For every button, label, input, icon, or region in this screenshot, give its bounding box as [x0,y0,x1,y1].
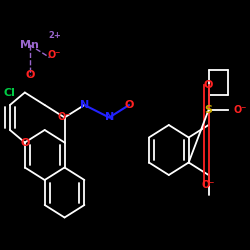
Text: O: O [20,138,30,147]
Text: O⁻: O⁻ [202,180,215,190]
Text: O: O [124,100,134,110]
Text: O: O [204,80,213,90]
Text: N: N [80,100,89,110]
Text: O⁻: O⁻ [233,105,247,115]
Text: O⁻: O⁻ [48,50,61,60]
Text: S: S [204,105,212,115]
Text: O⁻: O⁻ [58,112,71,122]
Text: Cl: Cl [4,88,16,98]
Text: 2+: 2+ [48,30,61,40]
Text: O: O [25,70,34,80]
Text: Mn: Mn [20,40,39,50]
Text: N: N [104,112,114,122]
